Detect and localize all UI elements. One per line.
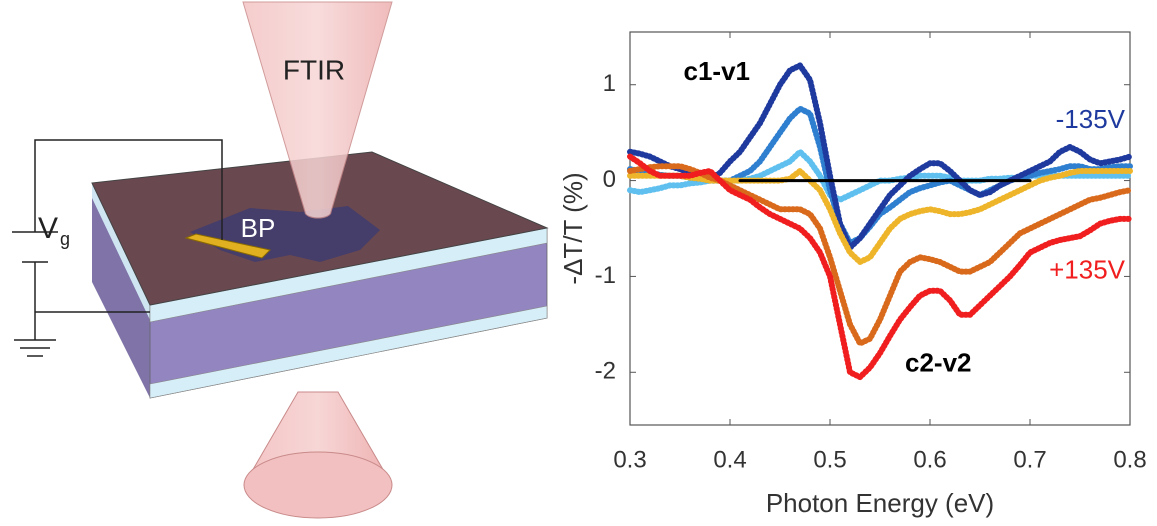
x-tick-label: 0.8	[1113, 446, 1146, 473]
beam-cone-top	[242, 1, 393, 219]
y-tick-label: -2	[595, 358, 616, 385]
x-tick-label: 0.6	[913, 446, 946, 473]
series-line	[627, 163, 1133, 347]
sample-label: BP	[241, 213, 276, 243]
beam-label: FTIR	[283, 54, 345, 85]
y-tick-label: -1	[595, 262, 616, 289]
beam-ellipse	[243, 451, 393, 519]
annotation: c1-v1	[684, 56, 751, 86]
gate-label: V	[38, 212, 58, 245]
gate-label-sub: g	[60, 229, 70, 249]
x-tick-label: 0.4	[713, 446, 746, 473]
annotation: c2-v2	[905, 347, 972, 377]
box-left-layer	[92, 183, 150, 320]
chart: -2 -1 0 1 0.3 0.4 0.5 0.6 0.7 0.8 Photon Energy (e…	[558, 31, 1147, 518]
contact	[184, 233, 272, 259]
y-axis-label: -ΔT/T (%)	[558, 172, 588, 284]
circuit	[12, 139, 223, 357]
annotation: -135V	[1056, 104, 1126, 134]
x-axis-label: Photon Energy (eV)	[766, 488, 994, 518]
y-tick-label: 1	[603, 70, 616, 97]
x-tick-label: 0.3	[613, 446, 646, 473]
x-tick-label: 0.7	[1013, 446, 1046, 473]
series-line	[627, 62, 1133, 251]
series-line	[627, 153, 1133, 381]
box-left	[92, 183, 150, 398]
schematic: FTIR BP V g	[12, 1, 549, 519]
bottom-layer	[149, 305, 548, 399]
y-tick-label: 0	[603, 166, 616, 193]
plot-frame	[629, 31, 1131, 426]
x-tick-label: 0.5	[813, 446, 846, 473]
annotation: +135V	[1049, 255, 1126, 285]
